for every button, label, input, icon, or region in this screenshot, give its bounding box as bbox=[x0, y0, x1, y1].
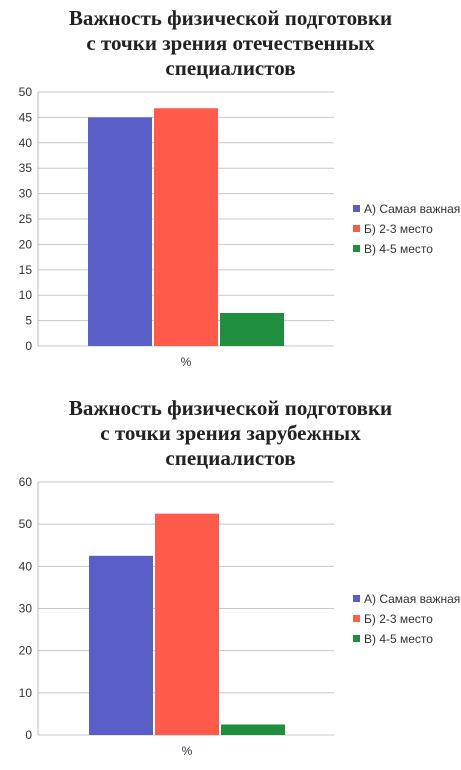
legend-swatch bbox=[353, 245, 360, 252]
y-tick-label: 15 bbox=[19, 263, 33, 277]
y-tick-label: 20 bbox=[19, 644, 33, 658]
legend-swatch bbox=[353, 615, 360, 622]
legend-label: Б) 2-3 место bbox=[364, 222, 433, 236]
y-tick-label: 0 bbox=[25, 339, 32, 353]
chart-title-line: специалистов bbox=[165, 446, 296, 470]
legend-label: В) 4-5 место bbox=[364, 632, 433, 646]
bar-1 bbox=[88, 117, 152, 347]
chart-title: Важность физической подготовки с точки з… bbox=[0, 396, 461, 471]
legend-label: Б) 2-3 место bbox=[364, 612, 433, 626]
x-category-label: % bbox=[181, 355, 192, 369]
y-tick-label: 10 bbox=[19, 686, 33, 700]
y-tick-label: 5 bbox=[25, 314, 32, 328]
y-tick-label: 10 bbox=[19, 288, 33, 302]
y-tick-label: 45 bbox=[19, 110, 33, 124]
chart-title-line: Важность физической подготовки bbox=[68, 6, 393, 30]
legend-label: А) Самая важная bbox=[364, 202, 460, 216]
y-tick-label: 30 bbox=[19, 602, 33, 616]
legend-swatch bbox=[353, 595, 360, 602]
y-tick-label: 60 bbox=[19, 475, 33, 489]
legend-label: А) Самая важная bbox=[364, 592, 460, 606]
y-tick-label: 20 bbox=[19, 237, 33, 251]
y-tick-label: 40 bbox=[19, 136, 33, 150]
legend-swatch bbox=[353, 225, 360, 232]
bar-2 bbox=[154, 108, 218, 346]
legend-label: В) 4-5 место bbox=[364, 242, 433, 256]
chart-title-line: специалистов bbox=[165, 56, 296, 80]
bar-3 bbox=[221, 724, 285, 735]
y-tick-label: 0 bbox=[25, 728, 32, 742]
bar-chart-foreign: 0 10 20 30 40 50 60% А) Самая важная Б) 2-3 мест… bbox=[19, 475, 461, 758]
y-tick-label: 25 bbox=[19, 212, 33, 226]
bar-2 bbox=[155, 513, 219, 735]
legend-swatch bbox=[353, 635, 360, 642]
chart-title-line: Важность физической подготовки bbox=[68, 396, 393, 420]
y-tick-label: 50 bbox=[19, 517, 33, 531]
bar-chart-domestic: 0 5 10 15 20 25 30 35 40 45 50% А) Самая важная Б) 2… bbox=[19, 85, 461, 369]
y-tick-label: 30 bbox=[19, 187, 33, 201]
bar-3 bbox=[220, 312, 284, 346]
legend-swatch bbox=[353, 205, 360, 212]
chart-title-line: с точки зрения отечественных bbox=[86, 31, 375, 55]
y-tick-label: 35 bbox=[19, 161, 33, 175]
x-category-label: % bbox=[182, 744, 193, 758]
bar-1 bbox=[89, 555, 153, 735]
y-tick-label: 40 bbox=[19, 559, 33, 573]
chart-title: Важность физической подготовки с точки з… bbox=[0, 6, 461, 81]
y-tick-label: 50 bbox=[19, 85, 33, 99]
chart-title-line: с точки зрения зарубежных bbox=[100, 421, 361, 445]
